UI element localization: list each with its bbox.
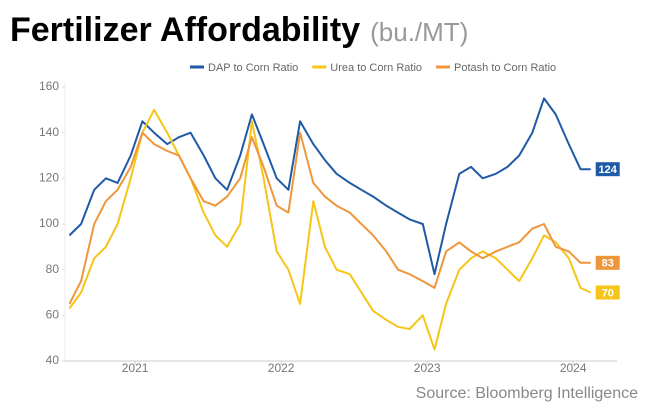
y-tick-label: 40 bbox=[46, 353, 60, 367]
legend-label: DAP to Corn Ratio bbox=[208, 62, 298, 74]
y-tick-label: 160 bbox=[39, 79, 59, 93]
series-line bbox=[68, 97, 591, 276]
legend-label: Urea to Corn Ratio bbox=[330, 62, 422, 74]
chart-title: Fertilizer Affordability bbox=[10, 11, 360, 49]
end-label: 83 bbox=[602, 258, 614, 270]
end-label-box bbox=[595, 162, 620, 177]
end-label-box bbox=[595, 255, 620, 270]
x-tick-label: 2023 bbox=[414, 361, 441, 375]
y-tick-label: 60 bbox=[46, 308, 60, 322]
series-line bbox=[68, 131, 591, 305]
end-label-box bbox=[595, 285, 620, 300]
end-label: 124 bbox=[599, 164, 618, 176]
legend-label: Potash to Corn Ratio bbox=[454, 62, 556, 74]
x-tick-label: 2021 bbox=[122, 361, 149, 375]
chart-subtitle: (bu./MT) bbox=[370, 17, 468, 47]
y-tick-label: 80 bbox=[46, 262, 60, 276]
end-label: 70 bbox=[602, 287, 614, 299]
y-tick-label: 120 bbox=[39, 171, 59, 185]
y-tick-label: 100 bbox=[39, 216, 59, 230]
x-tick-label: 2022 bbox=[268, 361, 295, 375]
x-tick-label: 2024 bbox=[560, 361, 587, 375]
source: Source: Bloomberg Intelligence bbox=[416, 385, 638, 402]
series-line bbox=[68, 108, 592, 351]
y-tick-label: 140 bbox=[39, 125, 59, 139]
